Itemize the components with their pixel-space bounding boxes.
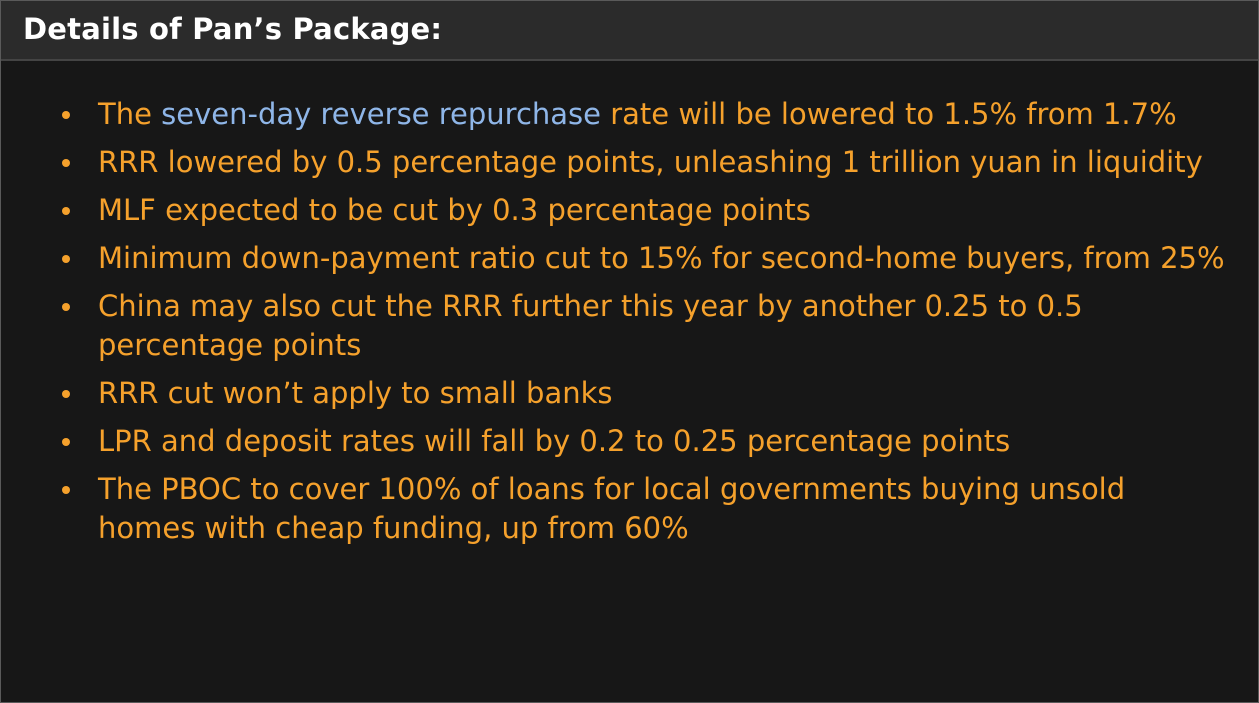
bullet [62, 486, 70, 494]
bullet [62, 438, 70, 446]
bullet-list: The seven-day reverse repurchase rate wi… [1, 61, 1258, 548]
link[interactable]: seven-day reverse repurchase [161, 97, 601, 131]
bullet-item: China may also cut the RRR further this … [62, 287, 1228, 365]
bullet-item: Minimum down-payment ratio cut to 15% fo… [62, 239, 1228, 278]
title: Details of Pan’s Package: [23, 12, 443, 46]
bullet-item: MLF expected to be cut by 0.3 percentage… [62, 191, 1228, 230]
item-text: China may also cut the RRR further this … [98, 289, 1083, 362]
bullet [62, 111, 70, 119]
bullet-item: RRR lowered by 0.5 percentage points, un… [62, 143, 1228, 182]
bullet [62, 390, 70, 398]
item-text: rate will be lowered to 1.5% from 1.7% [601, 97, 1177, 131]
item-text: Minimum down-payment ratio cut to 15% fo… [98, 241, 1225, 275]
bullet [62, 303, 70, 311]
bullet-item: The seven-day reverse repurchase rate wi… [62, 95, 1228, 134]
item-text: LPR and deposit rates will fall by 0.2 t… [98, 424, 1011, 458]
bullet-item: The PBOC to cover 100% of loans for loca… [62, 470, 1228, 548]
item-text: RRR cut won’t apply to small banks [98, 376, 613, 410]
item-text: RRR lowered by 0.5 percentage points, un… [98, 145, 1203, 179]
bullet [62, 159, 70, 167]
item-text: The PBOC to cover 100% of loans for loca… [98, 472, 1126, 545]
item-text: The [98, 97, 162, 131]
bullet-item: RRR cut won’t apply to small banks [62, 374, 1228, 413]
header: Details of Pan’s Package: [1, 1, 1258, 61]
bullet-item: LPR and deposit rates will fall by 0.2 t… [62, 422, 1228, 461]
item-text: MLF expected to be cut by 0.3 percentage… [98, 193, 811, 227]
bullet [62, 255, 70, 263]
bullet [62, 207, 70, 215]
